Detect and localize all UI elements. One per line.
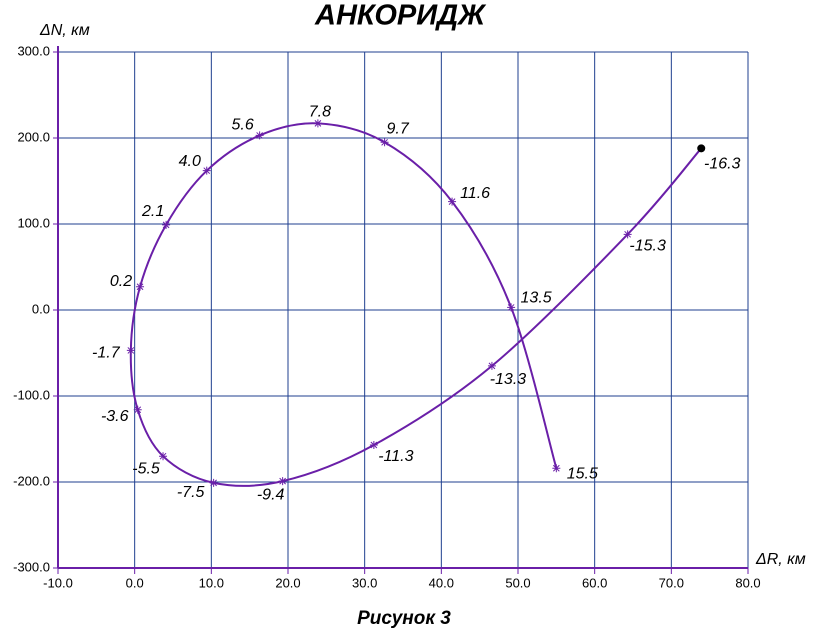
point-label: 11.6 [460,185,490,202]
point-marker [552,464,561,473]
chart-title: АНКОРИДЖ [314,0,487,32]
point-label: 9.7 [386,121,409,138]
y-tick-label: 300.0 [17,43,50,58]
x-tick-label: 60.0 [582,575,607,590]
point-marker [313,119,322,128]
point-marker [487,361,496,370]
y-tick-label: -200.0 [13,473,50,488]
x-tick-label: 80.0 [735,575,760,590]
point-label: -7.5 [177,484,205,501]
y-tick-label: -100.0 [13,387,50,402]
x-tick-label: 50.0 [505,575,530,590]
point-label: 15.5 [567,465,598,482]
x-tick-label: 10.0 [199,575,224,590]
point-marker [162,220,171,229]
point-label: -11.3 [378,448,413,465]
point-label: -15.3 [629,238,666,255]
point-label: -16.3 [704,156,741,173]
point-label: 5.6 [232,117,254,134]
y-tick-label: 0.0 [32,301,50,316]
point-marker [369,441,378,450]
point-marker [448,197,457,206]
x-tick-label: 40.0 [429,575,454,590]
point-marker [133,405,142,414]
end-point [697,144,706,153]
trajectory [129,122,702,487]
x-tick-label: 0.0 [126,575,144,590]
point-label: -1.7 [92,345,121,362]
point-label: 2.1 [141,203,164,220]
point-marker [623,230,632,239]
point-marker [278,477,287,486]
point-marker [202,166,211,175]
y-tick-label: -300.0 [13,559,50,574]
point-marker [255,131,264,140]
point-label: -5.5 [132,460,160,477]
point-label: -9.4 [257,486,285,503]
y-tick-label: 200.0 [17,129,50,144]
point-marker [159,452,168,461]
point-label: -3.6 [101,408,129,425]
x-axis-label: ΔR, км [755,551,806,568]
point-label: 4.0 [179,153,201,170]
x-tick-label: 70.0 [659,575,684,590]
x-tick-label: 20.0 [275,575,300,590]
point-marker [126,346,135,355]
x-tick-label: 30.0 [352,575,377,590]
point-label: 0.2 [110,273,132,290]
point-label: -13.3 [490,371,527,388]
point-label: 13.5 [521,290,552,307]
point-marker [380,138,389,147]
caption: Рисунок 3 [357,608,451,629]
y-axis-label: ΔN, км [39,22,90,39]
point-marker [136,282,145,291]
point-label: 7.8 [309,104,331,121]
point-marker [209,478,218,487]
point-marker [507,303,516,312]
y-tick-label: 100.0 [17,215,50,230]
x-tick-label: -10.0 [43,575,73,590]
